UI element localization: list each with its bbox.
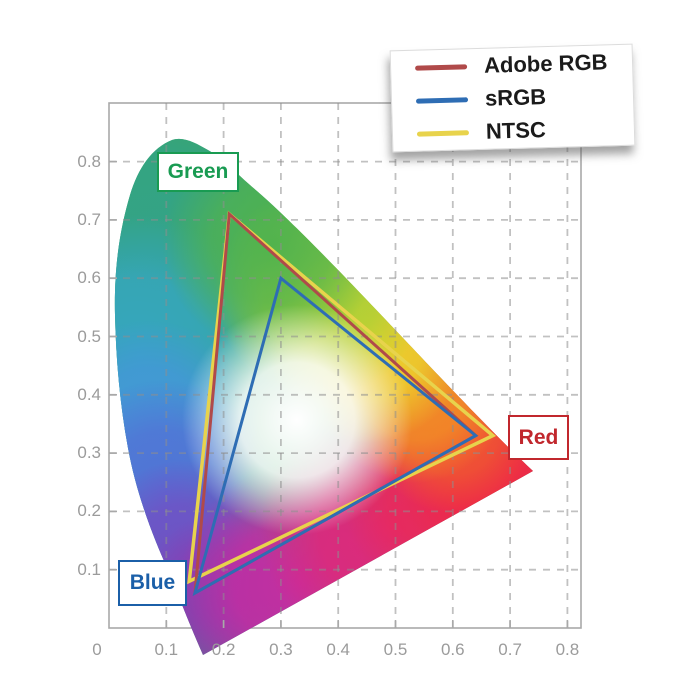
ntsc-legend-label: NTSC [485,117,547,144]
axis-ticks [109,160,569,628]
legend-row-ntsc: NTSC [416,114,635,148]
srgb-line-swatch [415,96,469,104]
blue-region-label-text: Blue [129,571,176,594]
x-tick-label-0: 0 [92,640,102,659]
x-tick-label-0.2: 0.2 [211,640,236,659]
y-tick-label-0.8: 0.8 [77,151,101,171]
legend-row-adobe-rgb: Adobe RGB [415,48,633,82]
red-region-label-text: Red [518,425,559,449]
gamut-triangle-srgb [192,275,479,597]
adobe-rgb-line-swatch [415,63,468,71]
gridlines [109,103,581,628]
green-region-label: Green [157,152,239,192]
green-region-label-text: Green [167,160,229,183]
gamut-triangles [187,210,497,597]
y-tick-label-0.7: 0.7 [77,209,101,229]
y-tick-label-0.4: 0.4 [77,384,101,404]
x-tick-label-0.8: 0.8 [555,640,580,659]
gamut-triangle-ntsc [187,210,497,585]
legend-row-srgb: sRGB [415,81,634,115]
y-tick-label-0.5: 0.5 [77,326,101,346]
y-tick-label-0.2: 0.2 [77,501,101,521]
srgb-legend-label: sRGB [484,84,547,111]
red-region-label: Red [508,415,569,460]
y-tick-label-0.3: 0.3 [77,443,101,463]
plot-border [108,102,582,629]
x-tick-label-0.4: 0.4 [326,640,350,659]
x-tick-label-0.1: 0.1 [154,640,179,659]
x-tick-label-0.5: 0.5 [383,640,408,659]
ntsc-line-swatch [416,129,470,137]
y-tick-label-0.6: 0.6 [77,268,101,288]
x-tick-label-0.3: 0.3 [269,640,293,659]
y-tick-label-0.1: 0.1 [77,559,101,579]
x-tick-label-0.6: 0.6 [440,640,465,659]
x-tick-label-0.7: 0.7 [498,640,522,659]
blue-region-label: Blue [118,560,187,606]
adobe-rgb-legend-label: Adobe RGB [483,49,608,78]
legend: Adobe RGB sRGB NTSC [389,43,636,153]
